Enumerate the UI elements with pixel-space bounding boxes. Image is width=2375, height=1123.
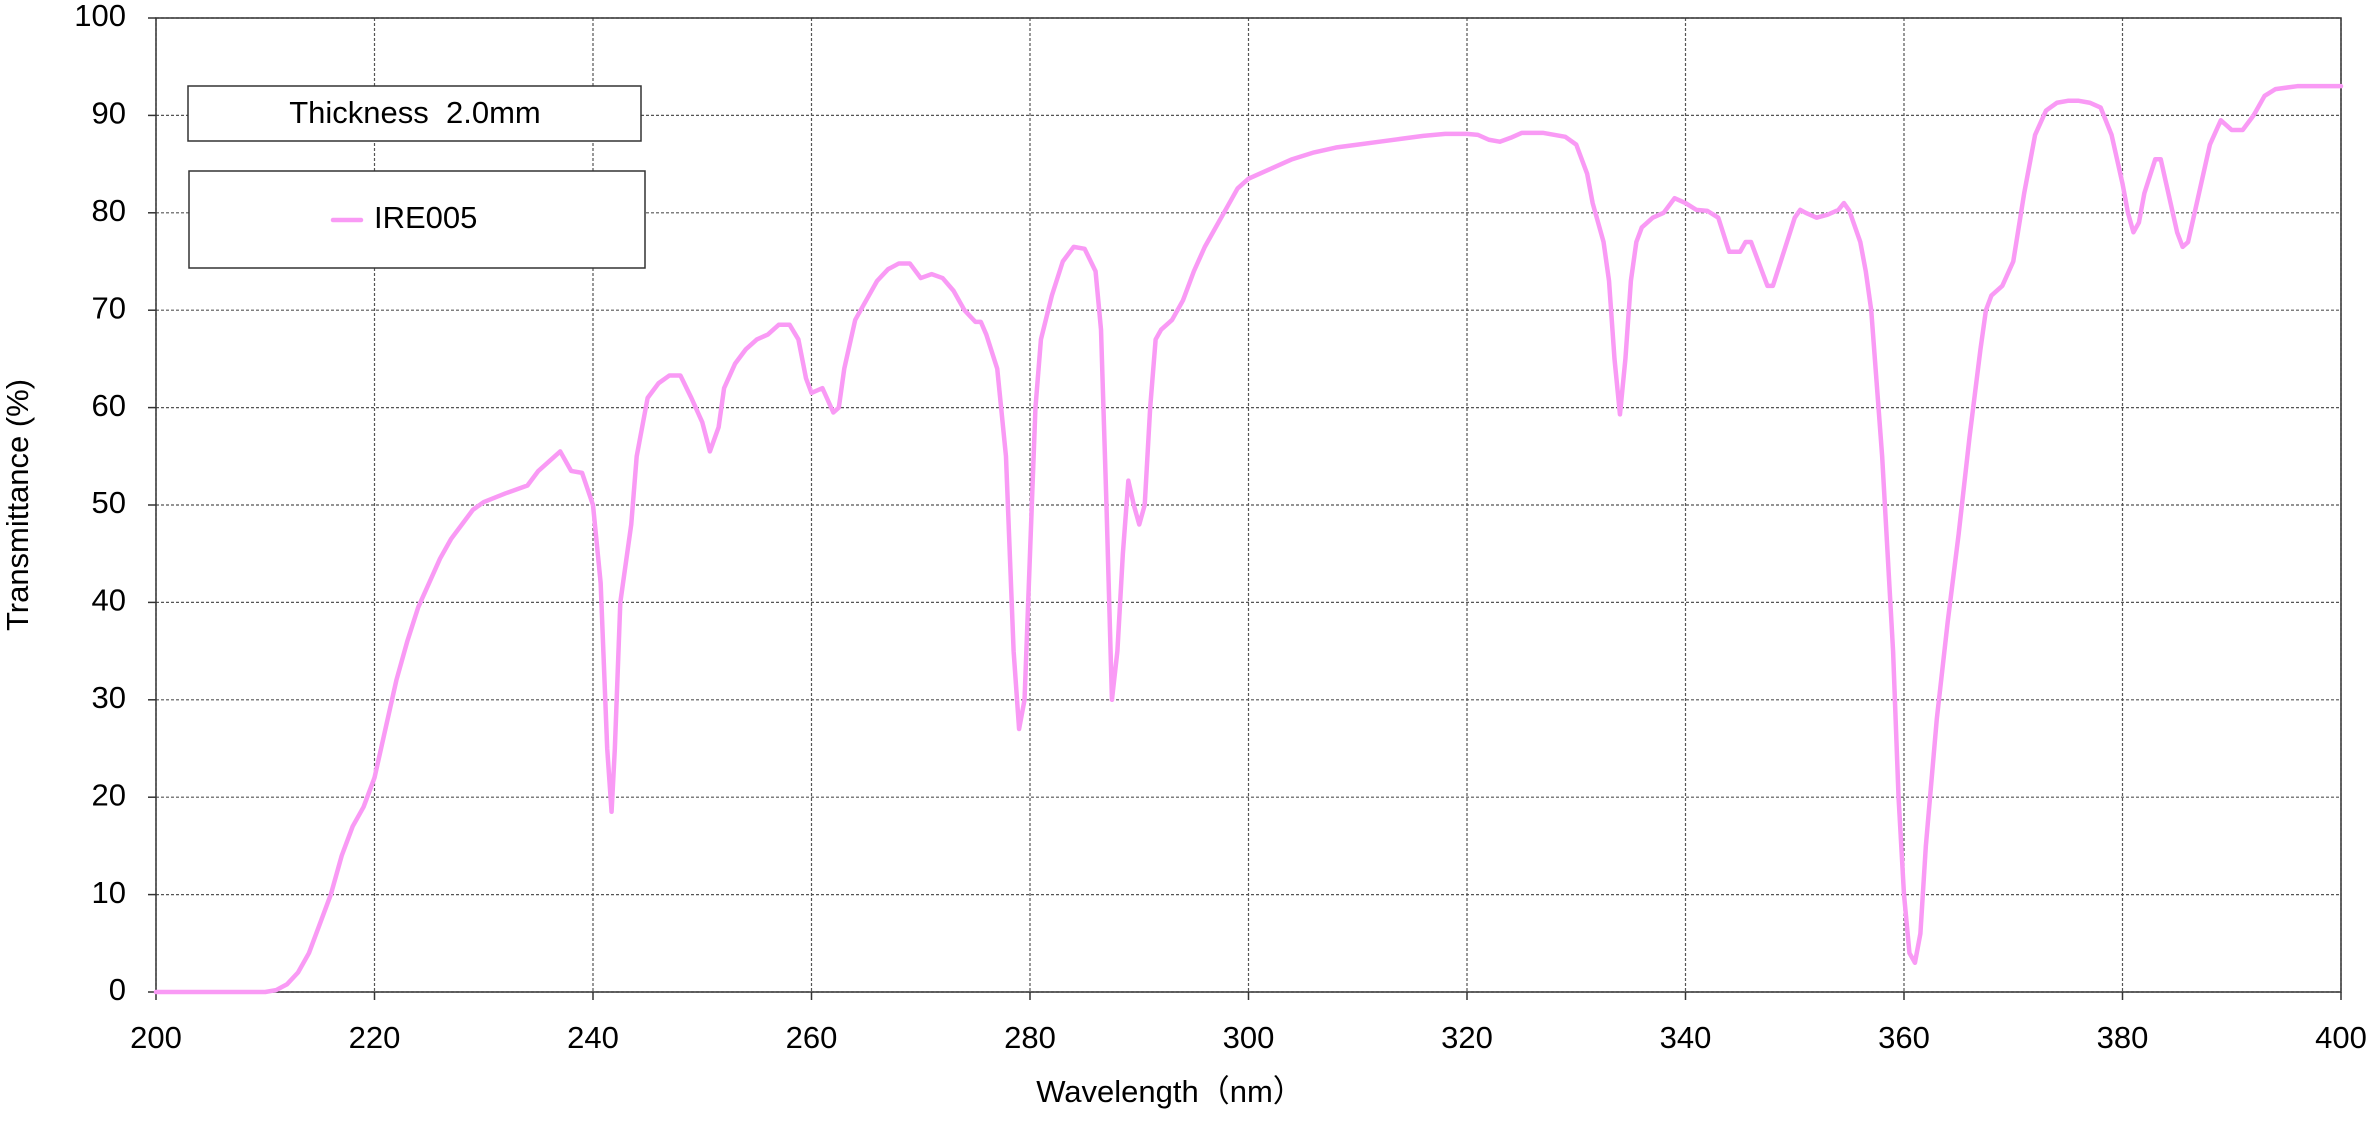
y-tick-label: 80 [92,193,126,228]
x-tick-label: 400 [2315,1020,2367,1055]
y-tick-label: 90 [92,96,126,131]
series-line [153,83,2344,995]
x-tick-label: 360 [1878,1020,1930,1055]
plot-frame [155,17,2342,993]
annotation: Thickness 2.0mm [289,95,541,130]
legend-box [188,170,646,269]
y-tick-label: 70 [92,290,126,325]
y-tick-label: 0 [109,972,126,1007]
y-tick-label: 50 [92,485,126,520]
x-tick-label: 220 [349,1020,401,1055]
y-tick-label: 60 [92,388,126,423]
x-tick-label: 300 [1223,1020,1275,1055]
plot-area [153,83,2344,995]
y-tick-label: 30 [92,680,126,715]
x-tick-label: 380 [2097,1020,2149,1055]
x-axis-label: Wavelength（nm） [1036,1074,1304,1109]
x-tick-label: 320 [1441,1020,1493,1055]
legend-label: IRE005 [374,200,477,235]
x-tick-label: 200 [130,1020,182,1055]
annotation-box [187,85,642,142]
x-tick-label: 280 [1004,1020,1056,1055]
y-tick-label: 10 [92,875,126,910]
x-tick-label: 240 [567,1020,619,1055]
x-tick-label: 340 [1660,1020,1712,1055]
legend: IRE005 [188,170,646,269]
x-tick-label: 260 [786,1020,838,1055]
y-tick-label: 40 [92,583,126,618]
y-tick-label: 20 [92,777,126,812]
y-tick-label: 100 [74,0,126,33]
y-axis-label: Transmittance (%) [0,379,35,631]
